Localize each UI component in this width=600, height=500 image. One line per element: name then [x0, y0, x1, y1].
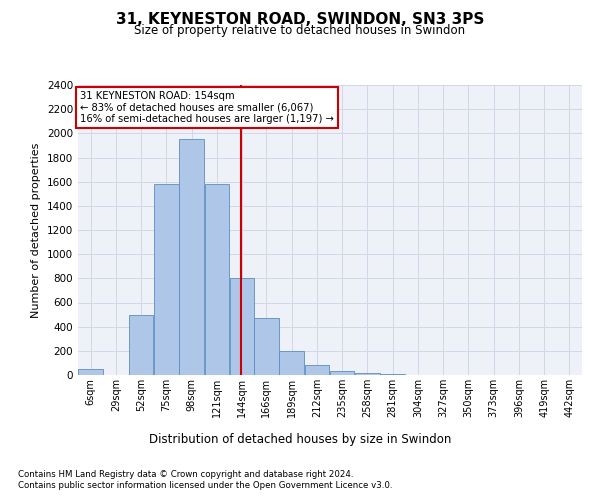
Bar	[230, 278, 254, 375]
Bar	[380, 374, 405, 375]
Bar	[179, 140, 204, 375]
Bar	[254, 318, 278, 375]
Text: Size of property relative to detached houses in Swindon: Size of property relative to detached ho…	[134, 24, 466, 37]
Bar	[129, 314, 154, 375]
Text: 31 KEYNESTON ROAD: 154sqm
← 83% of detached houses are smaller (6,067)
16% of se: 31 KEYNESTON ROAD: 154sqm ← 83% of detac…	[80, 91, 334, 124]
Bar	[205, 184, 229, 375]
Y-axis label: Number of detached properties: Number of detached properties	[31, 142, 41, 318]
Bar	[355, 372, 380, 375]
Text: Contains HM Land Registry data © Crown copyright and database right 2024.: Contains HM Land Registry data © Crown c…	[18, 470, 353, 479]
Bar	[330, 372, 354, 375]
Bar	[154, 184, 179, 375]
Bar	[305, 366, 329, 375]
Bar	[280, 352, 304, 375]
Bar	[79, 369, 103, 375]
Text: Distribution of detached houses by size in Swindon: Distribution of detached houses by size …	[149, 432, 451, 446]
Text: 31, KEYNESTON ROAD, SWINDON, SN3 3PS: 31, KEYNESTON ROAD, SWINDON, SN3 3PS	[116, 12, 484, 28]
Text: Contains public sector information licensed under the Open Government Licence v3: Contains public sector information licen…	[18, 481, 392, 490]
